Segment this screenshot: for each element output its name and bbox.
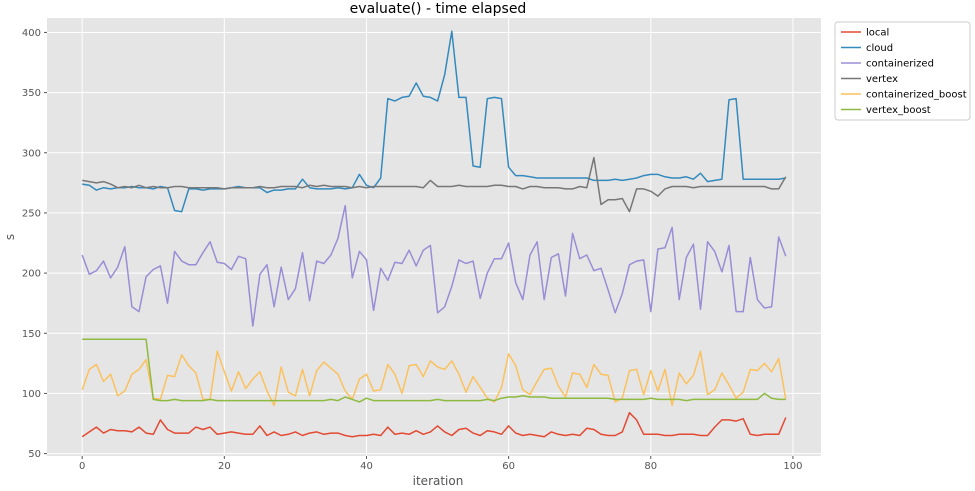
x-tick-label: 60 — [502, 461, 515, 472]
y-tick-label: 150 — [22, 329, 41, 340]
y-tick-label: 200 — [22, 269, 41, 280]
series-line-vertex_boost — [82, 338, 786, 403]
legend-box — [834, 21, 971, 121]
series-line-cloud — [82, 30, 786, 213]
x-axis-label: iteration — [413, 474, 464, 488]
series-line-containerized_boost — [81, 350, 787, 407]
y-tick-label: 250 — [22, 208, 41, 219]
legend-label-local: local — [866, 28, 889, 39]
series-line-vertex — [82, 156, 787, 213]
y-axis-ticks: 50 100 150 200 250 300 350 400 — [22, 28, 47, 460]
y-axis-label: s — [3, 234, 17, 240]
y-tick-label: 400 — [22, 28, 41, 39]
legend: local cloud containerized vertex containeriz… — [834, 21, 971, 121]
series-line-local — [81, 411, 787, 438]
x-tick-label: 40 — [360, 461, 373, 472]
y-tick-label: 350 — [22, 88, 41, 99]
y-tick-label: 100 — [22, 389, 41, 400]
x-tick-label: 0 — [79, 461, 85, 472]
x-tick-label: 80 — [644, 461, 657, 472]
series-line-containerized — [81, 204, 787, 327]
legend-label-containerized_boost: containerized_boost — [866, 90, 967, 101]
chart-title: evaluate() - time elapsed — [350, 1, 527, 17]
gridlines — [47, 18, 821, 456]
plot-background — [47, 18, 821, 456]
y-tick-label: 50 — [28, 449, 41, 460]
legend-label-vertex: vertex — [866, 74, 898, 85]
series-lines — [81, 30, 787, 438]
legend-label-vertex_boost: vertex_boost — [866, 105, 931, 116]
legend-label-containerized: containerized — [866, 59, 934, 70]
x-tick-label: 20 — [218, 461, 231, 472]
y-tick-label: 300 — [22, 148, 41, 159]
x-axis-ticks: 0 20 40 60 80 100 — [79, 456, 802, 472]
legend-label-cloud: cloud — [866, 43, 893, 54]
x-tick-label: 100 — [783, 461, 802, 472]
